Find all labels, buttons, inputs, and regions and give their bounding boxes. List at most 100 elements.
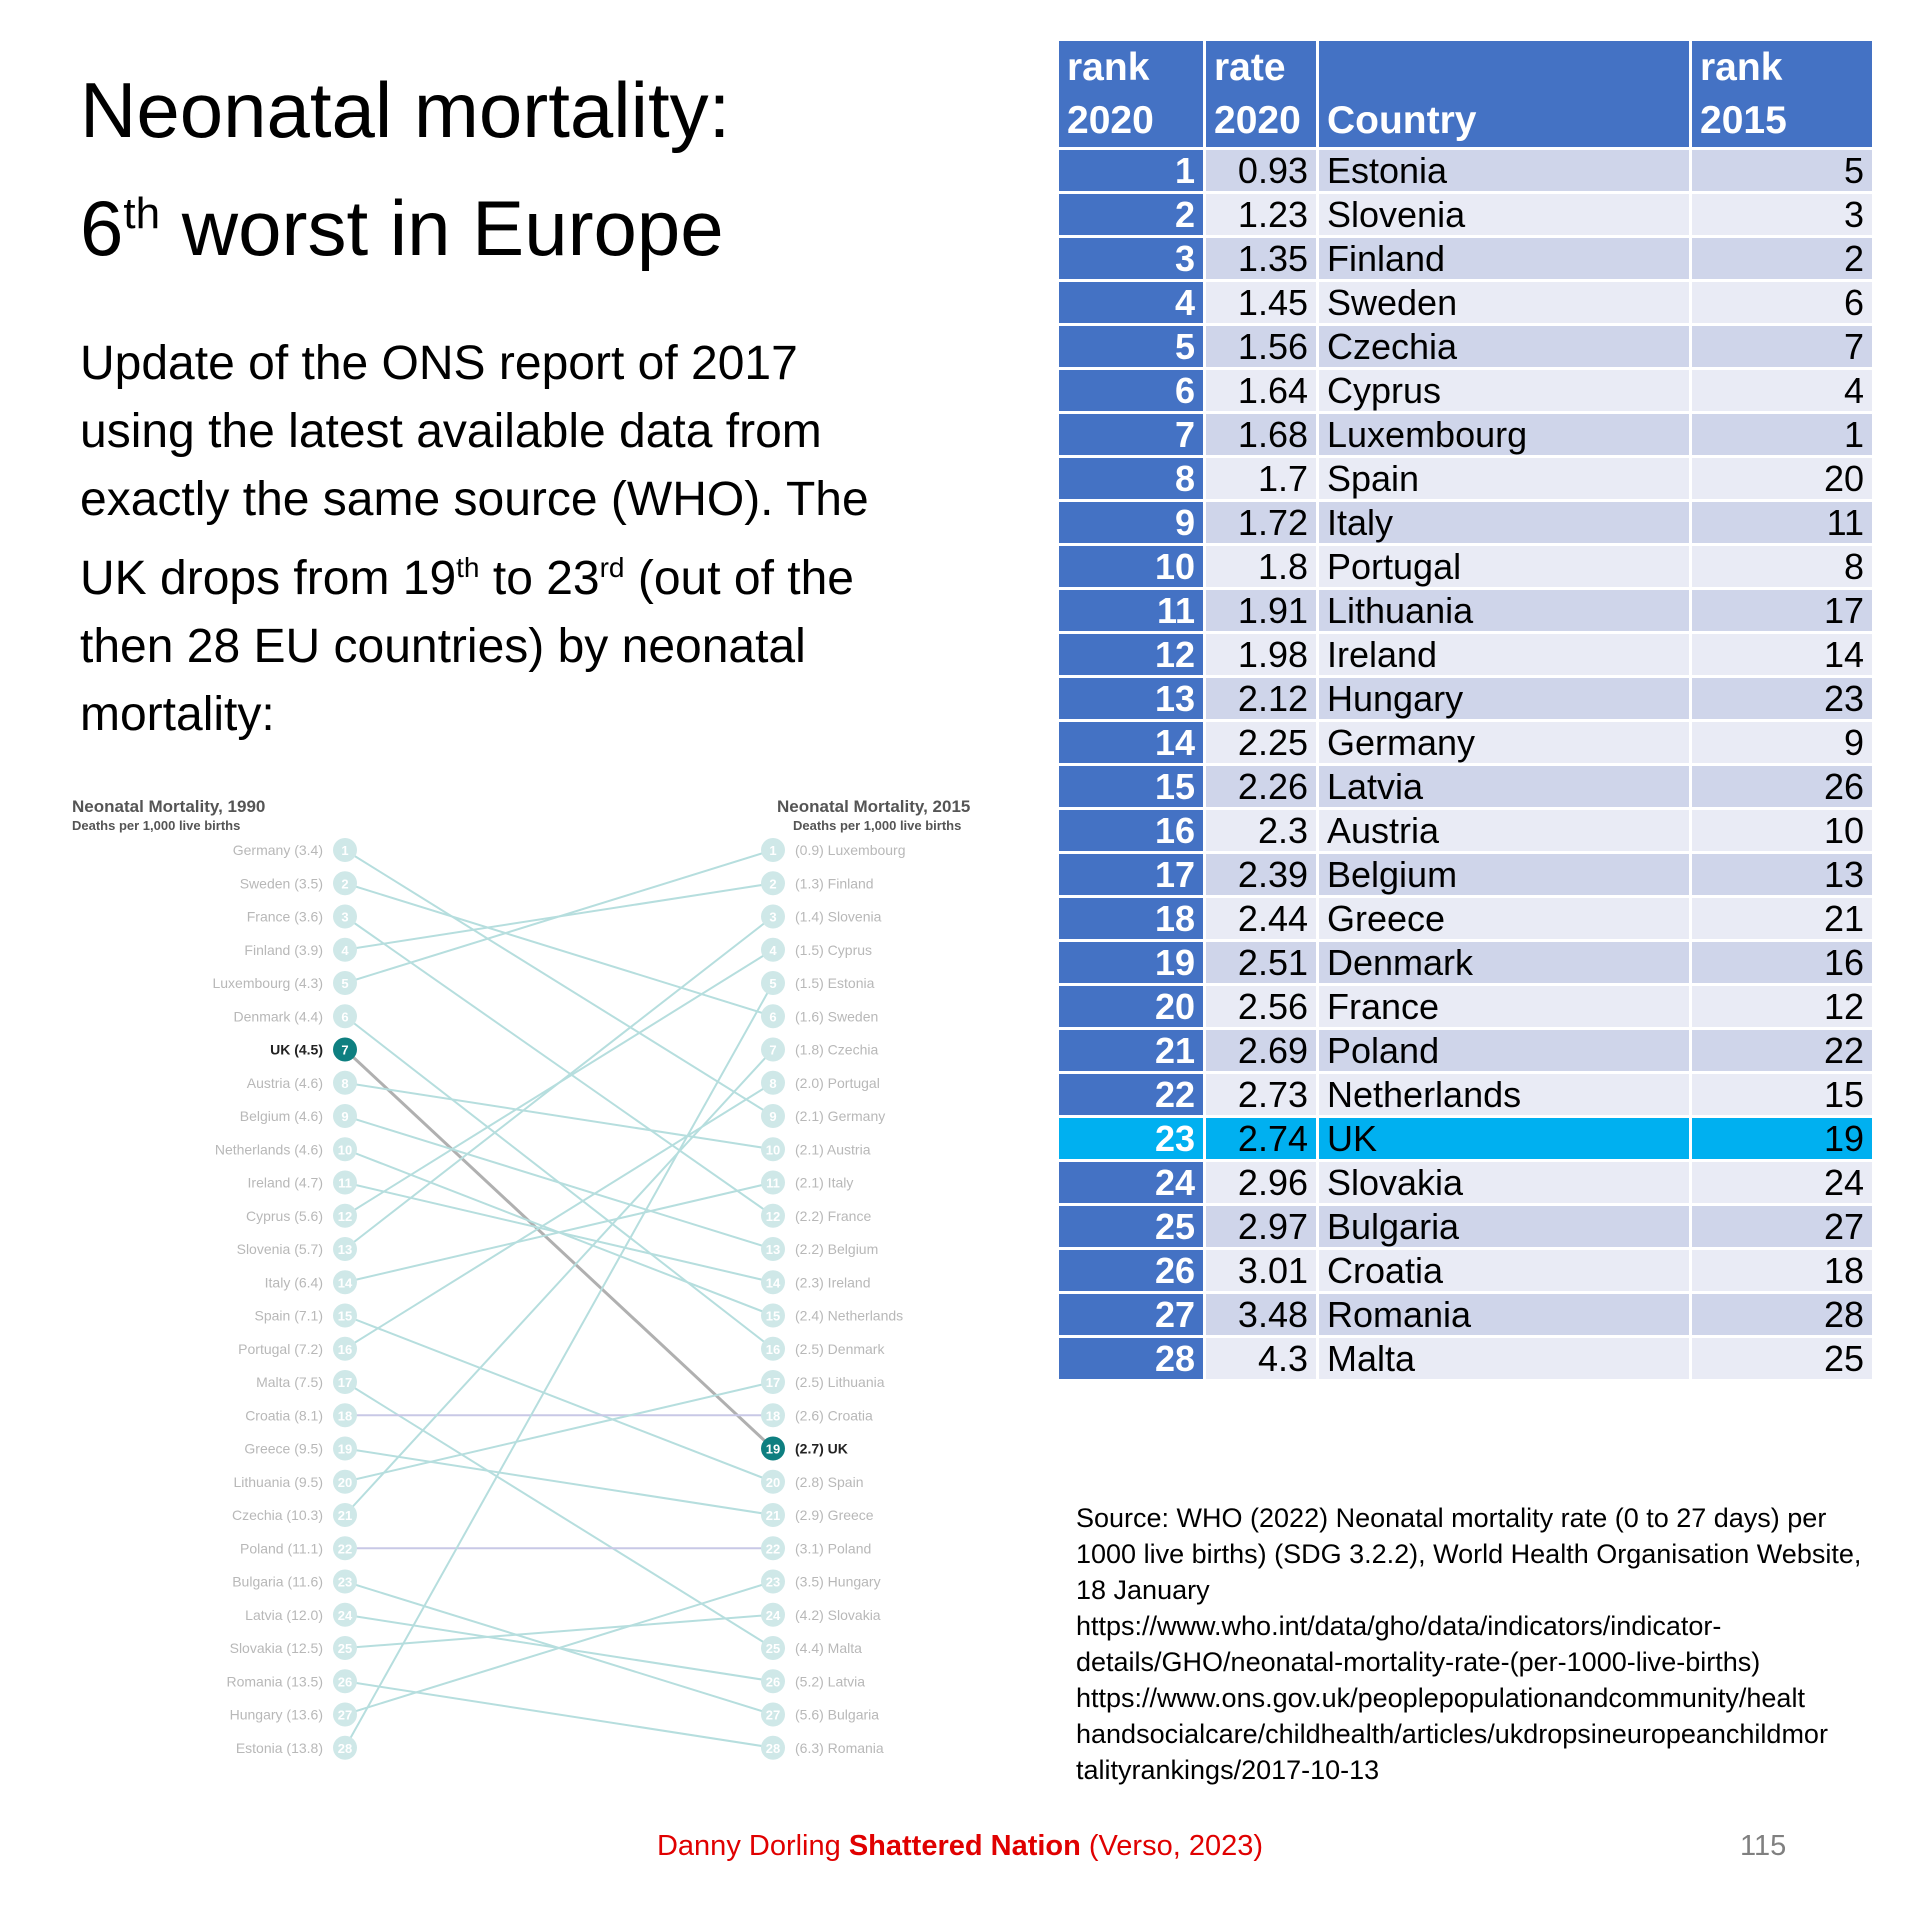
rate-2020-cell: 1.35 <box>1203 235 1319 282</box>
table-row: 12 1.98 Ireland 14 <box>1056 631 1875 678</box>
right-country-label: (2.1) Germany <box>795 1108 885 1124</box>
right-rank-circle <box>761 1636 785 1660</box>
header-country: Country <box>1316 38 1692 150</box>
slope-chart: Neonatal Mortality, 1990 Deaths per 1,00… <box>72 797 970 1760</box>
left-country-label: Malta (7.5) <box>256 1374 323 1390</box>
header-rank-2015: rank 2015 <box>1689 38 1875 150</box>
slope-line-spain <box>344 1314 774 1483</box>
country-cell: Spain <box>1316 455 1692 502</box>
right-rank-number: 11 <box>766 1176 780 1191</box>
right-rank-circle <box>761 1137 785 1162</box>
title-line-2-rest: worst in Europe <box>160 184 724 272</box>
rank-2015-cell: 2 <box>1689 235 1875 282</box>
rate-2020-cell: 4.3 <box>1203 1335 1319 1382</box>
intro-part-2: to 23 <box>479 552 600 605</box>
rate-2020-cell: 2.97 <box>1203 1203 1319 1250</box>
right-country-label: (2.7) UK <box>795 1441 848 1457</box>
rank-2015-cell: 18 <box>1689 1247 1875 1294</box>
right-rank-number: 3 <box>769 910 776 925</box>
left-rank-number: 26 <box>338 1674 352 1689</box>
rate-2020-cell: 2.73 <box>1203 1071 1319 1118</box>
source-link[interactable]: details/GHO/neonatal-mortality-rate-(per… <box>1076 1647 1761 1677</box>
right-country-label: (2.5) Lithuania <box>795 1374 885 1390</box>
footer-author: Danny Dorling <box>656 1830 849 1862</box>
left-rank-circle <box>333 1436 357 1461</box>
rank-2020-cell: 25 <box>1056 1203 1206 1250</box>
page-number: 115 <box>1740 1830 1787 1862</box>
left-rank-circle <box>333 1070 357 1095</box>
right-rank-number: 26 <box>766 1674 780 1689</box>
left-rank-number: 8 <box>341 1076 348 1091</box>
right-country-label: (4.2) Slovakia <box>795 1607 881 1623</box>
rate-2020-cell: 1.68 <box>1203 411 1319 458</box>
country-cell: UK <box>1316 1115 1692 1162</box>
right-rank-number: 23 <box>766 1575 780 1590</box>
left-rank-number: 12 <box>338 1209 352 1224</box>
left-country-label: Poland (11.1) <box>240 1540 323 1556</box>
country-cell: Slovakia <box>1316 1159 1692 1206</box>
slope-line-luxembourg <box>344 849 774 984</box>
right-rank-circle <box>761 1336 785 1361</box>
left-country-label: Latvia (12.0) <box>245 1607 323 1623</box>
slope-line-slovakia <box>344 1613 774 1649</box>
left-rank-circle <box>333 1503 357 1527</box>
right-rank-circle <box>761 1203 785 1228</box>
left-country-label: Cyprus (5.6) <box>246 1208 323 1224</box>
rank-2015-cell: 17 <box>1689 587 1875 634</box>
slope-line-romania <box>344 1680 774 1749</box>
left-rank-number: 9 <box>341 1109 348 1124</box>
table-row: 6 1.64 Cyprus 4 <box>1056 367 1875 414</box>
right-country-label: (3.5) Hungary <box>795 1574 881 1590</box>
country-cell: Austria <box>1316 807 1692 854</box>
title-line-2-num: 6 <box>80 184 124 272</box>
rate-2020-cell: 3.01 <box>1203 1247 1319 1294</box>
rank-2015-cell: 13 <box>1689 851 1875 898</box>
source-link[interactable]: talityrankings/2017-10-13 <box>1076 1755 1380 1785</box>
left-country-label: Luxembourg (4.3) <box>212 975 323 991</box>
right-country-label: (6.3) Romania <box>795 1740 884 1756</box>
right-rank-number: 24 <box>766 1608 781 1623</box>
country-cell: Greece <box>1316 895 1692 942</box>
intro-paragraph: Update of the ONS report of 2017 using t… <box>80 330 900 749</box>
left-rank-number: 18 <box>338 1408 352 1423</box>
right-rank-circle <box>761 1735 785 1760</box>
table-row: 28 4.3 Malta 25 <box>1056 1335 1875 1382</box>
right-rank-number: 15 <box>766 1309 780 1324</box>
right-country-label: (2.2) France <box>795 1208 871 1224</box>
right-rank-circle <box>761 1702 785 1727</box>
rank-2020-cell: 15 <box>1056 763 1206 810</box>
right-rank-circle <box>761 1037 785 1062</box>
left-country-label: Lithuania (9.5) <box>233 1474 323 1490</box>
country-cell: Bulgaria <box>1316 1203 1692 1250</box>
source-link[interactable]: https://www.ons.gov.uk/peoplepopulationa… <box>1076 1683 1805 1713</box>
source-link[interactable]: https://www.who.int/data/gho/data/indica… <box>1076 1611 1722 1641</box>
rate-2020-cell: 2.12 <box>1203 675 1319 722</box>
rank-2015-cell: 11 <box>1689 499 1875 546</box>
left-rank-circle <box>333 1569 357 1594</box>
right-rank-number: 2 <box>769 876 776 891</box>
rate-2020-cell: 1.23 <box>1203 191 1319 238</box>
left-rank-circle <box>333 1469 357 1494</box>
right-rank-number: 8 <box>769 1076 776 1091</box>
table-row: 19 2.51 Denmark 16 <box>1056 939 1875 986</box>
rate-2020-cell: 2.26 <box>1203 763 1319 810</box>
slope-line-slovenia <box>344 915 774 1250</box>
slope-line-czechia <box>344 1048 774 1516</box>
table-header-row: rank 2020 rate 2020 Country rank 2015 <box>1056 38 1875 150</box>
left-rank-number: 27 <box>338 1708 352 1723</box>
left-rank-number: 2 <box>341 876 348 891</box>
country-cell: Netherlands <box>1316 1071 1692 1118</box>
left-country-label: Croatia (8.1) <box>245 1407 323 1423</box>
right-country-label: (2.1) Italy <box>795 1175 853 1191</box>
source-link[interactable]: handsocialcare/childhealth/articles/ukdr… <box>1076 1719 1828 1749</box>
right-rank-number: 28 <box>766 1741 780 1756</box>
rate-2020-cell: 2.51 <box>1203 939 1319 986</box>
rank-2020-cell: 8 <box>1056 455 1206 502</box>
rank-2015-cell: 8 <box>1689 543 1875 590</box>
country-cell: Cyprus <box>1316 367 1692 414</box>
rank-2015-cell: 20 <box>1689 455 1875 502</box>
table-row: 23 2.74 UK 19 <box>1056 1115 1875 1162</box>
rank-2015-cell: 5 <box>1689 147 1875 194</box>
country-cell: Poland <box>1316 1027 1692 1074</box>
country-cell: France <box>1316 983 1692 1030</box>
